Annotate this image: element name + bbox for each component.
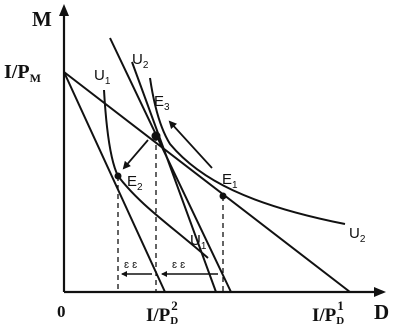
income-effect-marks: ɛ ɛ xyxy=(172,259,185,271)
indifference-curve-u2 xyxy=(149,77,346,225)
point-e3 xyxy=(151,131,161,141)
u1-top-label: U1 xyxy=(94,67,111,87)
e2-label: E2 xyxy=(127,173,143,193)
point-e2 xyxy=(114,172,122,180)
arrow-e3-to-e2-icon xyxy=(122,139,149,170)
x-intercept-2-sup: 2 xyxy=(171,298,178,313)
budget-line-1 xyxy=(63,71,351,293)
y-axis-arrow-icon xyxy=(59,4,69,16)
substitution-effect-marks: ɛ ɛ xyxy=(124,259,137,271)
e1-label: E1 xyxy=(222,171,238,191)
x-intercept-1-label: I/PD 1 xyxy=(312,298,344,327)
u2-right-label: U2 xyxy=(349,225,366,245)
budget-line-2 xyxy=(63,71,166,293)
u2-top-label: U2 xyxy=(132,51,149,71)
y-intercept-sub: M xyxy=(30,71,41,85)
compensated-budget-line-2 xyxy=(131,61,217,293)
x-axis-label: D xyxy=(374,300,389,324)
point-e1 xyxy=(219,192,227,200)
x-intercept-2-sub: D xyxy=(170,315,178,327)
x-intercept-1-sub: D xyxy=(336,315,344,327)
x-intercept-2-label: I/PD 2 xyxy=(146,298,178,327)
origin-label: 0 xyxy=(57,302,66,321)
x-axis-arrow-icon xyxy=(374,287,386,297)
x-intercept-1-sup: 1 xyxy=(337,298,344,313)
arrow-e1-to-e3-icon xyxy=(168,120,213,169)
u1-bottom-label: U1 xyxy=(190,232,207,252)
x-intercept-2-base: I/P xyxy=(146,305,171,326)
y-intercept-base: I/P xyxy=(4,61,30,83)
y-intercept-label: I/PM xyxy=(4,61,41,85)
y-axis-label: M xyxy=(32,7,52,31)
e3-label: E3 xyxy=(154,93,170,113)
x-intercept-1-base: I/P xyxy=(312,305,337,326)
